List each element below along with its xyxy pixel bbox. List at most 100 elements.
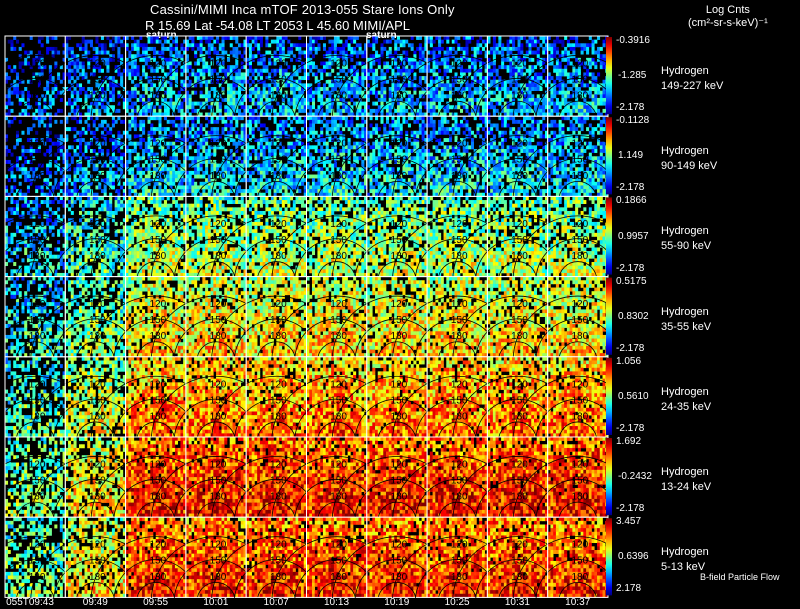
heatmap-cell: [71, 47, 74, 51]
heatmap-cell: [350, 131, 353, 135]
heatmap-cell: [529, 65, 532, 69]
heatmap-cell: [74, 109, 77, 113]
heatmap-cell: [230, 43, 233, 47]
heatmap-cell: [597, 36, 600, 40]
heatmap-cell: [87, 123, 90, 127]
heatmap-cell: [216, 102, 219, 106]
heatmap-cell: [383, 91, 386, 95]
heatmap-cell: [326, 149, 329, 153]
heatmap-cell: [282, 51, 285, 55]
heatmap-cell: [46, 149, 49, 153]
heatmap-cell: [337, 47, 340, 51]
heatmap-cell: [235, 134, 238, 138]
heatmap-cell: [68, 69, 71, 73]
heatmap-cell: [298, 189, 301, 193]
heatmap-cell: [178, 171, 181, 175]
heatmap-cell: [74, 116, 77, 120]
heatmap-cell: [134, 145, 137, 149]
heatmap-cell: [265, 127, 268, 131]
heatmap-cell: [572, 43, 575, 47]
heatmap-cell: [419, 76, 422, 80]
heatmap-cell: [564, 65, 567, 69]
heatmap-cell: [148, 189, 151, 193]
heatmap-cell: [222, 185, 225, 189]
heatmap-cell: [106, 109, 109, 113]
heatmap-cell: [175, 94, 178, 98]
heatmap-cell: [205, 80, 208, 84]
heatmap-cell: [518, 36, 521, 40]
heatmap-cell: [383, 149, 386, 153]
heatmap-cell: [463, 47, 466, 51]
heatmap-cell: [241, 76, 244, 80]
heatmap-cell: [180, 80, 183, 84]
heatmap-cell: [41, 43, 44, 47]
heatmap-cell: [334, 36, 337, 40]
heatmap-cell: [87, 105, 90, 109]
heatmap-cell: [375, 189, 378, 193]
heatmap-cell: [27, 127, 30, 131]
heatmap-cell: [539, 109, 542, 113]
heatmap-cell: [233, 153, 236, 157]
heatmap-cell: [419, 43, 422, 47]
heatmap-cell: [257, 102, 260, 106]
heatmap-cell: [145, 142, 148, 146]
heatmap-cell: [197, 43, 200, 47]
contour-label: 150: [149, 155, 166, 166]
heatmap-cell: [131, 36, 134, 40]
heatmap-cell: [567, 58, 570, 62]
heatmap-cell: [287, 167, 290, 171]
heatmap-cell: [249, 69, 252, 73]
heatmap-cell: [54, 94, 57, 98]
heatmap-cell: [238, 134, 241, 138]
heatmap-cell: [54, 134, 57, 138]
heatmap-cell: [282, 127, 285, 131]
heatmap-cell: [164, 185, 167, 189]
heatmap-cell: [82, 171, 85, 175]
heatmap-cell: [13, 87, 16, 91]
heatmap-cell: [342, 185, 345, 189]
heatmap-cell: [117, 160, 120, 164]
heatmap-cell: [383, 98, 386, 102]
heatmap-cell: [301, 105, 304, 109]
heatmap-cell: [241, 98, 244, 102]
heatmap-cell: [570, 43, 573, 47]
heatmap-cell: [10, 185, 13, 189]
heatmap-cell: [293, 105, 296, 109]
heatmap-cell: [178, 54, 181, 58]
heatmap-cell: [433, 109, 436, 113]
heatmap-cell: [603, 54, 606, 58]
heatmap-cell: [249, 156, 252, 160]
heatmap-cell: [150, 40, 153, 44]
heatmap-cell: [301, 120, 304, 124]
heatmap-cell: [257, 51, 260, 55]
heatmap-cell: [375, 109, 378, 113]
heatmap-cell: [274, 40, 277, 44]
heatmap-cell: [150, 127, 153, 131]
heatmap-cell: [216, 189, 219, 193]
heatmap-cell: [134, 69, 137, 73]
heatmap-cell: [328, 189, 331, 193]
heatmap-cell: [561, 72, 564, 76]
heatmap-cell: [372, 156, 375, 160]
heatmap-cell: [76, 105, 79, 109]
heatmap-cell: [257, 185, 260, 189]
heatmap-cell: [592, 98, 595, 102]
heatmap-cell: [156, 40, 159, 44]
heatmap-cell: [49, 47, 52, 51]
heatmap-cell: [468, 94, 471, 98]
heatmap-cell: [345, 109, 348, 113]
heatmap-cell: [285, 120, 288, 124]
heatmap-cell: [534, 105, 537, 109]
heatmap-cell: [446, 109, 449, 113]
heatmap-cell: [145, 72, 148, 76]
heatmap-cell: [378, 153, 381, 157]
heatmap-cell: [293, 87, 296, 91]
heatmap-cell: [317, 171, 320, 175]
heatmap-cell: [534, 98, 537, 102]
heatmap-cell: [468, 36, 471, 40]
heatmap-cell: [142, 178, 145, 182]
heatmap-cell: [263, 138, 266, 142]
heatmap-cell: [257, 171, 260, 175]
heatmap-cell: [46, 40, 49, 44]
heatmap-cell: [361, 153, 364, 157]
